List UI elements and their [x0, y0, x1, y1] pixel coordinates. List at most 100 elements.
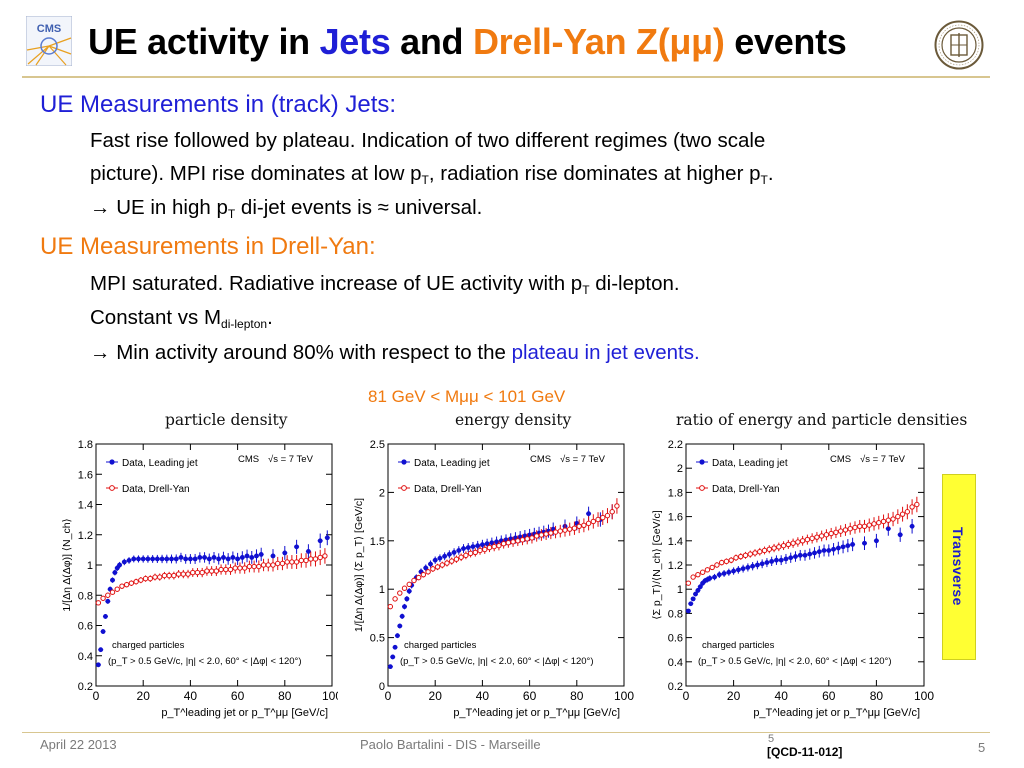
leading-jet-point [249, 555, 255, 560]
leading-jet-point [697, 584, 703, 590]
leading-jet-point [406, 588, 412, 594]
jets-line-2-sub-2: T [760, 173, 768, 187]
drell-yan-point [799, 538, 806, 544]
drell-yan-point [880, 518, 887, 525]
drell-yan-point [199, 569, 205, 576]
jets-line-2-c: . [767, 162, 774, 185]
leading-jet-point [432, 557, 438, 563]
leading-jet-point [807, 551, 813, 557]
drell-yan-point [609, 509, 615, 515]
y-tick-label: 1.4 [668, 536, 683, 548]
drell-yan-point [411, 577, 417, 584]
drell-yan-point [406, 581, 412, 588]
leading-jet-point [202, 555, 207, 560]
jets-line-2-b: , radiation rise dominates at higher p [428, 162, 761, 185]
drell-yan-point [425, 569, 431, 575]
drell-yan-point [161, 572, 168, 579]
jets-conclusion-a: UE in high p [110, 196, 228, 219]
y-tick-label: 0.4 [668, 657, 683, 669]
drell-yan-point [861, 523, 868, 529]
leading-jet-point [324, 535, 330, 541]
leading-jet-point [685, 608, 691, 614]
dy-heading: UE Measurements in Drell-Yan: [40, 233, 376, 260]
drell-yan-point [510, 539, 516, 545]
legend-entry: Data, Leading jet [122, 458, 198, 469]
legend-marker-drell-yan [699, 485, 705, 491]
leading-jet-point [244, 553, 250, 559]
drell-yan-point [293, 559, 300, 565]
drell-yan-point [567, 526, 573, 532]
x-tick-label: 60 [822, 689, 836, 703]
leading-jet-point [136, 556, 141, 562]
x-tick-label: 60 [523, 689, 537, 703]
drell-yan-point [614, 503, 620, 509]
leading-jet-point [759, 561, 765, 567]
drell-yan-point [171, 572, 177, 579]
drell-yan-point [557, 528, 563, 534]
y-tick-label: 0.5 [370, 633, 385, 645]
y-tick-label: 0.8 [78, 590, 93, 602]
y-tick-label: 2.5 [370, 439, 385, 451]
x-tick-label: 80 [278, 689, 292, 703]
leading-jet-point [774, 557, 779, 563]
ratio-chart: 0 20 40 60 80 100 0.2 0.4 0.6 0.8 1 1.2 1.4 1.6 1.8 2 2.… [651, 439, 934, 719]
x-tick-label: 0 [93, 689, 100, 703]
leading-jet-point [885, 526, 891, 532]
drell-yan-point [322, 553, 328, 559]
drell-yan-point [472, 549, 479, 556]
drell-yan-point [818, 533, 825, 539]
x-tick-label: 20 [429, 689, 443, 703]
drell-yan-point [780, 542, 787, 549]
drell-yan-point [128, 580, 135, 586]
leading-jet-point [726, 569, 732, 575]
x-axis-label: p_T^leading jet or p_T^μμ [GeV/c] [161, 707, 328, 719]
leading-jet-point [735, 567, 741, 573]
drell-yan-point [776, 544, 782, 550]
leading-jet-point [239, 555, 245, 560]
leading-jet-point [494, 539, 499, 545]
transverse-label: Transverse [942, 474, 974, 658]
note-line-1: charged particles [404, 640, 477, 651]
leading-jet-point [216, 556, 222, 562]
drell-yan-point [241, 565, 248, 571]
footer-page-number: 5 [978, 740, 986, 755]
y-axis-label: 1/[Δη Δ(Δφ)] ⟨N_ch⟩ [61, 518, 73, 611]
drell-yan-point [914, 501, 920, 508]
leading-jet-point [112, 570, 118, 575]
y-tick-label: 0.8 [668, 608, 683, 620]
drell-yan-point [752, 550, 758, 556]
drell-yan-point [194, 569, 201, 576]
drell-yan-point [152, 574, 158, 580]
jets-line-2-a: picture). MPI rise dominates at low p [90, 162, 422, 185]
slide-title: UE activity in Jets and Drell-Yan Z(μμ) … [88, 14, 938, 70]
dy-line-2: Constant vs Mdi-lepton. [90, 305, 273, 331]
dy-line-2-a: Constant vs M [90, 306, 222, 329]
x-axis-label: p_T^leading jet or p_T^μμ [GeV/c] [753, 707, 920, 719]
drell-yan-point [771, 545, 777, 551]
x-tick-label: 100 [322, 689, 338, 703]
drell-yan-point [757, 548, 763, 555]
drell-yan-point [185, 571, 191, 577]
leading-jet-point [707, 575, 713, 581]
leading-jet-point [159, 556, 165, 562]
legend-entry: Data, Drell-Yan [414, 484, 482, 495]
legend-marker-drell-yan [109, 485, 115, 491]
drell-yan-point [852, 524, 858, 531]
footer-page-small: 5 [768, 733, 775, 745]
leading-jet-point [451, 550, 457, 555]
y-tick-label: 1.8 [668, 487, 683, 499]
y-tick-label: 0.2 [78, 681, 93, 693]
drell-yan-point [814, 534, 820, 540]
leading-jet-point [797, 552, 803, 558]
x-tick-label: 100 [614, 689, 634, 703]
drell-yan-point [904, 509, 911, 515]
x-tick-label: 80 [570, 689, 584, 703]
leading-jet-point [831, 546, 836, 552]
legend-marker-leading-jet [401, 459, 407, 465]
drell-yan-point [719, 559, 725, 566]
leading-jet-point [755, 562, 760, 568]
drell-yan-point [690, 574, 696, 580]
drell-yan-point [147, 575, 153, 582]
footer-date: April 22 2013 [40, 737, 117, 752]
drell-yan-point [392, 596, 398, 602]
